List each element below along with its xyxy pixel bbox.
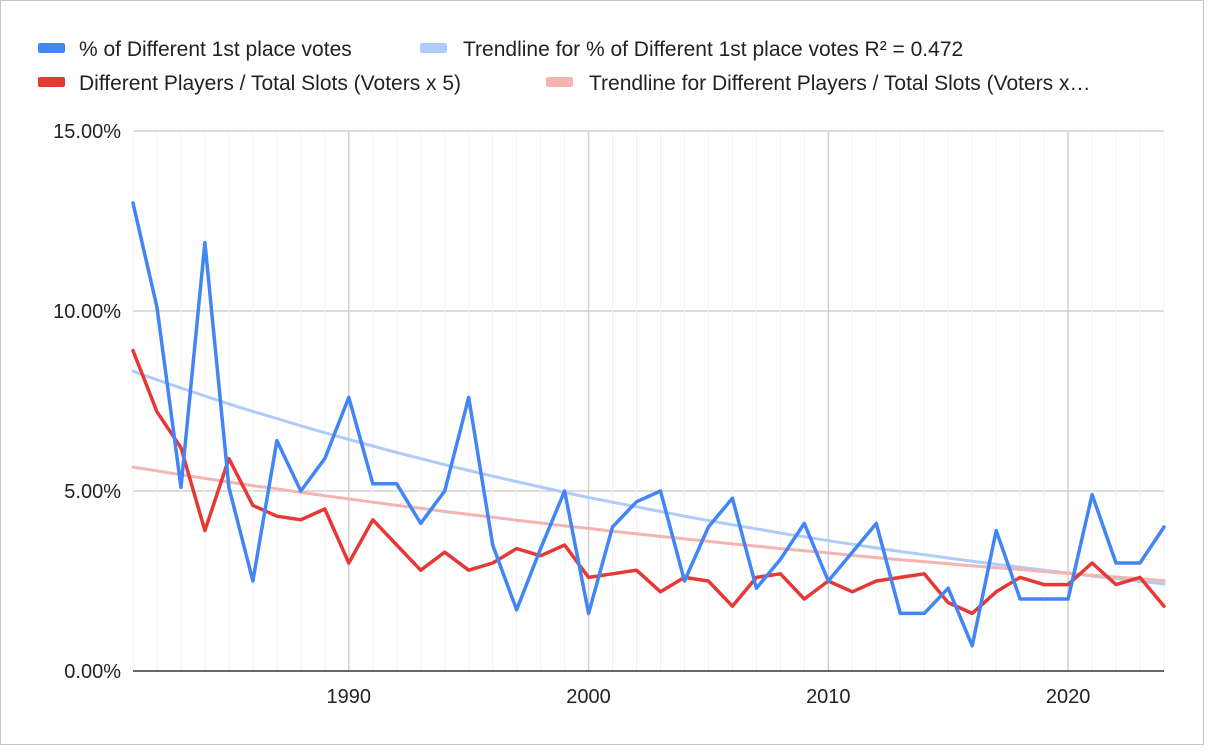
legend-item-series-1[interactable]: % of Different 1st place votes bbox=[38, 38, 352, 61]
legend-item-series-2[interactable]: Trendline for % of Different 1st place v… bbox=[420, 38, 963, 61]
series-lines bbox=[131, 201, 1166, 648]
y-tick-label: 10.00% bbox=[53, 301, 121, 323]
grid-lines bbox=[132, 130, 1165, 671]
x-tick-label: 2000 bbox=[566, 686, 611, 708]
line-series-1[interactable] bbox=[131, 201, 1166, 648]
y-tick-label: 15.00% bbox=[53, 121, 121, 143]
chart-legend: % of Different 1st place votes Trendline… bbox=[38, 38, 1091, 95]
legend-item-series-3[interactable]: Different Players / Total Slots (Voters … bbox=[38, 72, 461, 95]
legend-label: Trendline for % of Different 1st place v… bbox=[463, 38, 963, 61]
x-tick-label: 1990 bbox=[327, 686, 372, 708]
y-tick-label: 0.00% bbox=[64, 661, 121, 683]
legend-label: Different Players / Total Slots (Voters … bbox=[79, 72, 461, 95]
legend-swatch bbox=[420, 43, 447, 53]
y-tick-label: 5.00% bbox=[64, 481, 121, 503]
legend-swatch bbox=[38, 77, 65, 87]
legend-label: Trendline for Different Players / Total … bbox=[589, 72, 1091, 95]
legend-swatch bbox=[38, 43, 65, 53]
x-tick-label: 2020 bbox=[1046, 686, 1091, 708]
line-series-3[interactable] bbox=[131, 348, 1166, 616]
trendline-series-4[interactable] bbox=[131, 465, 1166, 583]
x-tick-label: 2010 bbox=[806, 686, 851, 708]
axes: 0.00% 5.00% 10.00% 15.00% 1990 2000 2010 2020 bbox=[53, 121, 1164, 708]
trendline-series-2[interactable] bbox=[131, 369, 1166, 586]
legend-label: % of Different 1st place votes bbox=[79, 38, 352, 61]
legend-swatch bbox=[546, 77, 573, 87]
legend-item-series-4[interactable]: Trendline for Different Players / Total … bbox=[546, 72, 1091, 95]
